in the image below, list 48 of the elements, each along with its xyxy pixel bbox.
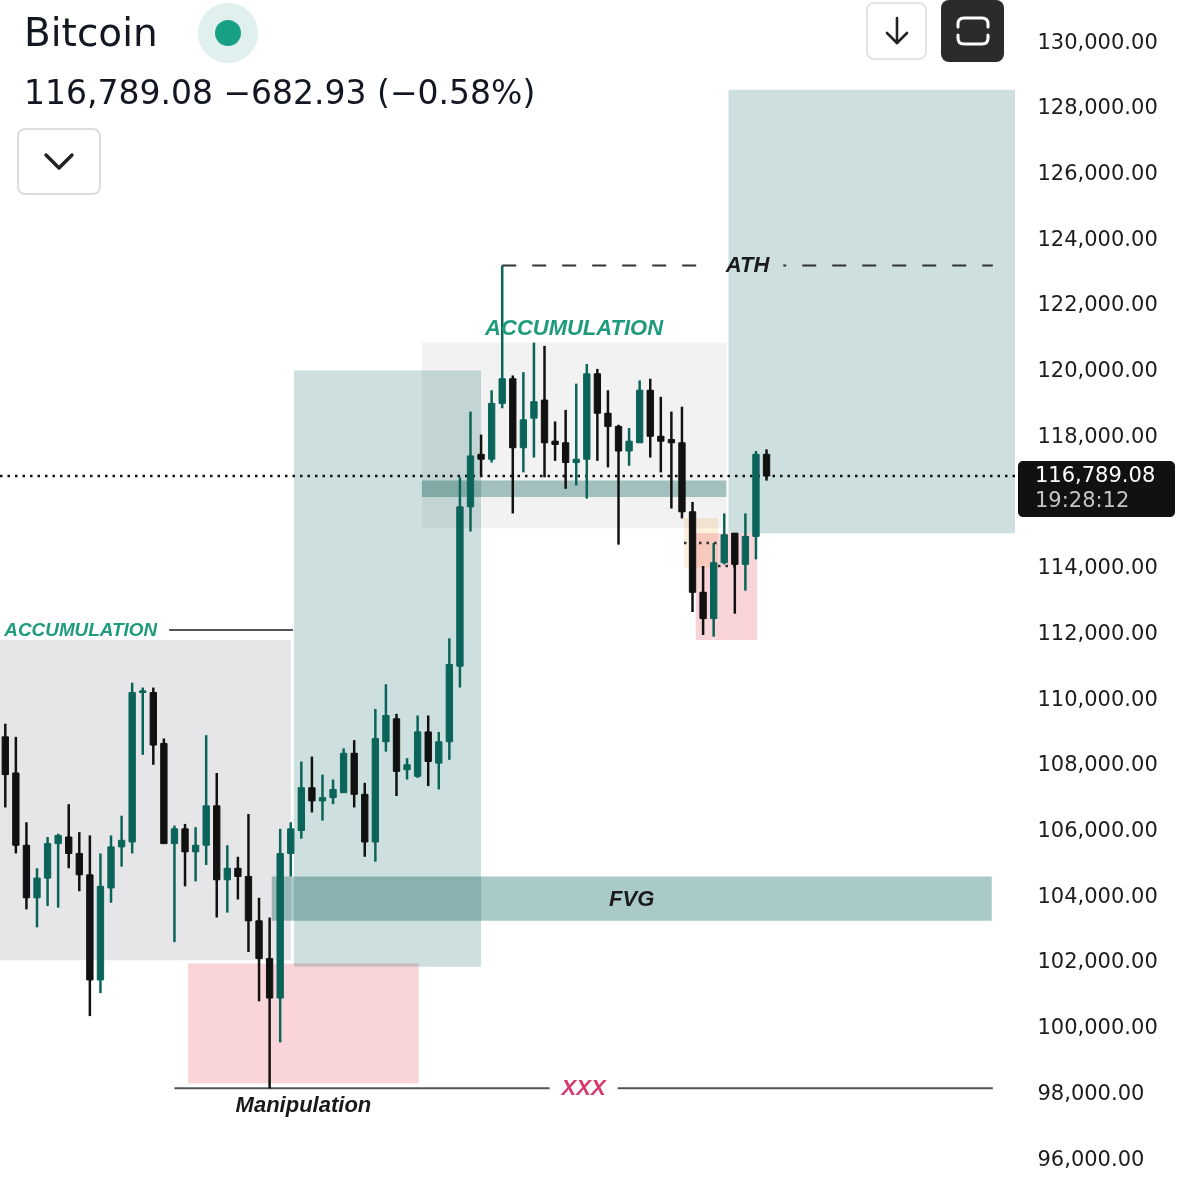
candlestick [329,778,337,806]
candlestick [572,382,580,487]
candlestick [318,773,327,822]
y-tick-label: 106,000.00 [1037,817,1158,842]
candlestick [65,802,73,870]
ref-line-label: ACCUMULATION [3,619,158,641]
y-tick-label: 120,000.00 [1037,358,1158,383]
candlestick [117,814,126,868]
candlestick [170,824,179,944]
candlestick [403,756,411,781]
candlestick [762,448,771,482]
y-tick-label: 98,000.00 [1037,1080,1145,1105]
y-tick-label: 100,000.00 [1037,1015,1158,1040]
y-tick-label: 96,000.00 [1037,1146,1145,1171]
candlestick [54,832,62,909]
candlestick [75,830,83,893]
candlestick [308,755,316,814]
candlestick [551,420,559,463]
candlestick [33,867,41,929]
y-tick-label: 102,000.00 [1037,949,1158,974]
y-tick-label: 124,000.00 [1037,226,1158,251]
candlestick [234,855,242,901]
y-tick-label: 130,000.00 [1037,29,1158,54]
y-tick-label: 110,000.00 [1037,686,1158,711]
y-tick-label: 104,000.00 [1037,883,1158,908]
y-tick-label: 126,000.00 [1037,160,1158,185]
y-tick-label: 118,000.00 [1037,423,1158,448]
candlestick [223,844,231,914]
text: 19:28:12 [1035,488,1130,513]
y-tick-label: 114,000.00 [1037,555,1158,580]
candlestick [657,395,665,474]
ref-line-label: ATH [724,252,771,278]
ref-line-label: XXX [559,1075,607,1101]
chart-title: Bitcoin [24,9,158,57]
candlestick [435,730,443,791]
y-tick-label: 112,000.00 [1037,620,1158,645]
band-label: Manipulation [235,1092,372,1118]
ref-line-label: 116,789.08 [1035,463,1156,488]
candlestick [604,388,612,469]
candlestick [530,341,538,459]
y-tick-label: 122,000.00 [1037,292,1158,317]
candlestick [181,822,189,888]
candlestick [625,426,633,468]
y-tick-label: 108,000.00 [1037,752,1158,777]
text: 116,789.08 −682.93 (−0.58%) [24,72,536,114]
candlestick [139,686,147,757]
band-label: FVG [609,885,655,911]
y-tick-label: 128,000.00 [1037,95,1158,120]
